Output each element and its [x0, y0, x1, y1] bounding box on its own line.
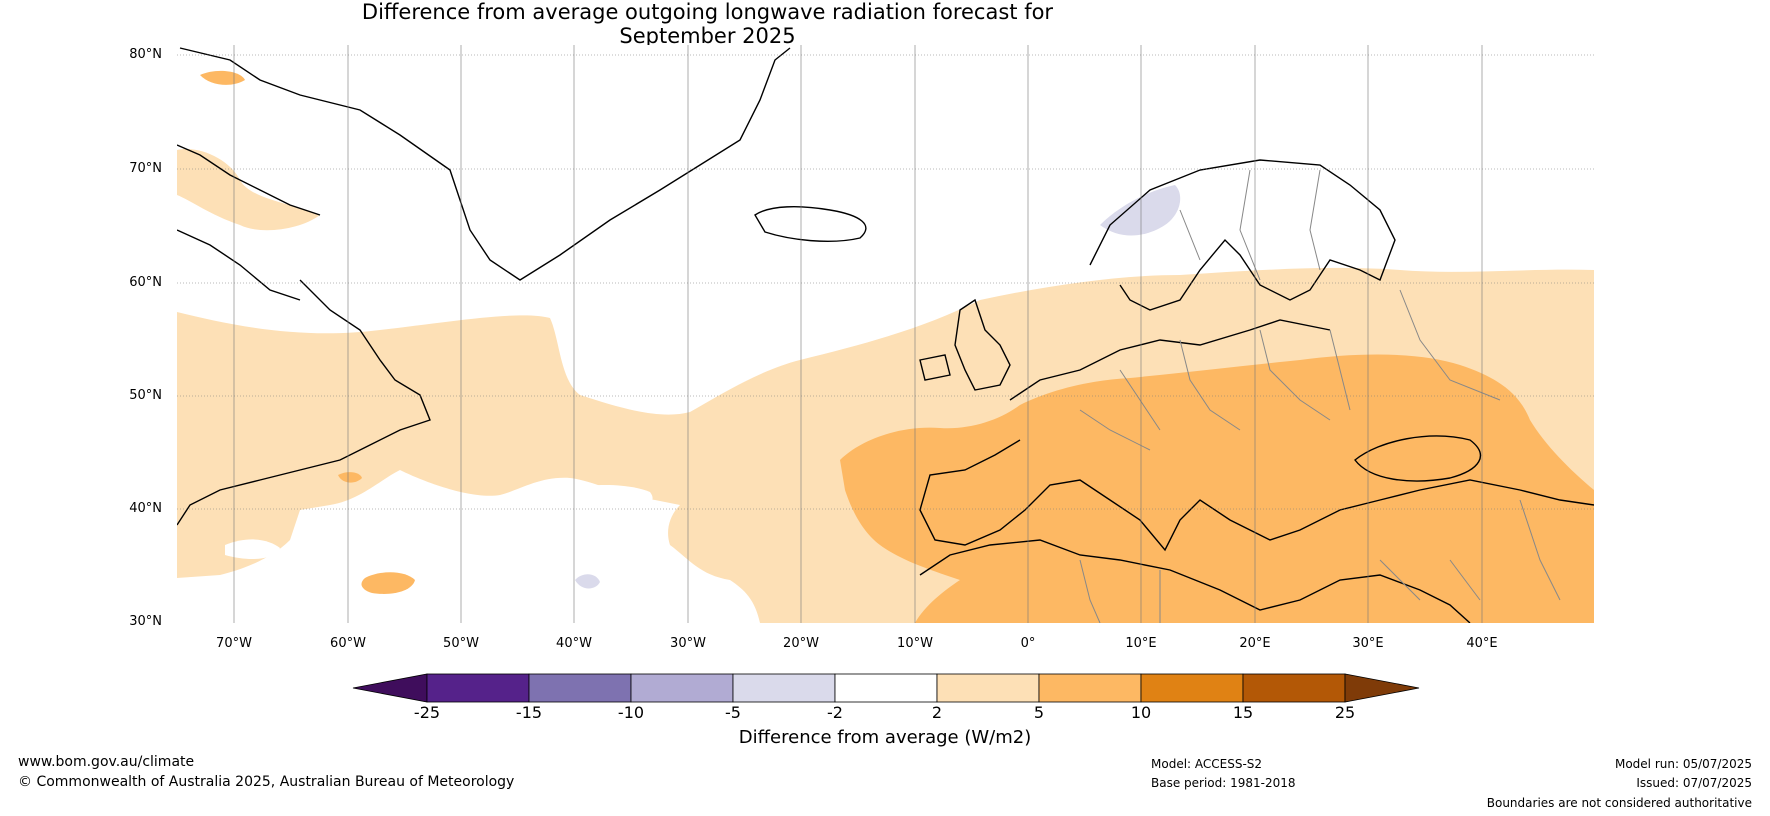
colorbar: [352, 673, 1420, 703]
colorbar-bin-4: [732, 673, 836, 703]
map-title: Difference from average outgoing longwav…: [0, 0, 1415, 48]
colorbar-tick: 15: [1232, 703, 1254, 722]
colorbar-tick: -2: [827, 703, 843, 722]
black-sea-coast: [1354, 435, 1482, 482]
colorbar-tick: -5: [725, 703, 741, 722]
europe-coast: [919, 319, 1594, 552]
lon-label-20e: 20°E: [1239, 636, 1271, 651]
lat-label-50n: 50°N: [129, 388, 162, 403]
lon-label-30e: 30°E: [1352, 636, 1384, 651]
british-isles-coast: [919, 298, 1011, 391]
anomaly-5-10-spot: [361, 572, 415, 594]
colorbar-tick: 25: [1334, 703, 1356, 722]
map-title-line1: Difference from average outgoing longwav…: [361, 0, 1054, 24]
iceland-coast: [754, 206, 867, 243]
greenland-coast: [179, 47, 791, 281]
colorbar-bin-3: [630, 673, 734, 703]
colorbar-tick: 5: [1033, 703, 1045, 722]
anomaly-5-10-spot-2: [338, 472, 362, 483]
scandinavia-coast: [1089, 159, 1396, 311]
lon-label-0: 0°: [1020, 636, 1036, 651]
colorbar-tick: 2: [931, 703, 943, 722]
map-title-line2: September 2025: [619, 24, 796, 48]
colorbar-tick: -25: [413, 703, 441, 722]
colorbar-bin-5: [834, 673, 938, 703]
lon-label-20w: 20°W: [783, 636, 819, 651]
africa-coast: [919, 539, 1471, 623]
lon-label-40e: 40°E: [1466, 636, 1498, 651]
gridlines: [177, 45, 1594, 623]
lat-label-80n: 80°N: [129, 47, 162, 62]
neutral-patch-3: [225, 539, 280, 560]
footer-model: Model: ACCESS-S2: [1151, 757, 1263, 771]
lon-label-10w: 10°W: [897, 636, 933, 651]
colorbar-bin-6: [936, 673, 1040, 703]
lon-label-60w: 60°W: [330, 636, 366, 651]
lon-label-40w: 40°W: [556, 636, 592, 651]
colorbar-max-arrow: [1344, 673, 1420, 703]
canada-coast: [177, 279, 431, 526]
footer-disclaimer: Boundaries are not considered authoritat…: [1486, 796, 1752, 810]
neutral-patch-2: [540, 484, 653, 512]
lat-label-30n: 30°N: [129, 614, 162, 629]
footer-copyright: © Commonwealth of Australia 2025, Austra…: [18, 774, 515, 790]
coastlines: [177, 47, 1594, 623]
lon-label-30w: 30°W: [670, 636, 706, 651]
footer-base-period: Base period: 1981-2018: [1151, 776, 1296, 790]
greenland-spot-2: [177, 149, 320, 231]
colorbar-bin-9: [1242, 673, 1346, 703]
colorbar-tick: -10: [617, 703, 645, 722]
anomaly-5-10-field: [840, 354, 1594, 623]
lat-label-40n: 40°N: [129, 501, 162, 516]
anomaly-neg-2-5-atlantic: [575, 574, 600, 589]
lon-label-10e: 10°E: [1125, 636, 1157, 651]
colorbar-tick: -15: [515, 703, 543, 722]
footer-issued: Issued: 07/07/2025: [1636, 776, 1752, 790]
colorbar-bin-7: [1038, 673, 1142, 703]
colorbar-tick: 10: [1130, 703, 1152, 722]
colorbar-bin-1: [426, 673, 530, 703]
neutral-patch: [315, 514, 396, 567]
lat-label-70n: 70°N: [129, 161, 162, 176]
colorbar-label: Difference from average (W/m2): [738, 727, 1032, 748]
border-lines: [1079, 169, 1561, 623]
anomaly-neg-2-5-norway: [1100, 185, 1181, 236]
lat-label-60n: 60°N: [129, 275, 162, 290]
footer-model-run: Model run: 05/07/2025: [1614, 757, 1752, 771]
lon-label-70w: 70°W: [216, 636, 252, 651]
colorbar-bin-2: [528, 673, 632, 703]
lon-label-50w: 50°W: [443, 636, 479, 651]
footer-url: www.bom.gov.au/climate: [18, 754, 195, 770]
country-borders: [1079, 169, 1561, 623]
colorbar-bin-8: [1140, 673, 1244, 703]
canada-arctic-coast: [177, 144, 321, 301]
map-area: [177, 45, 1594, 623]
colorbar-min-arrow: [352, 673, 428, 703]
